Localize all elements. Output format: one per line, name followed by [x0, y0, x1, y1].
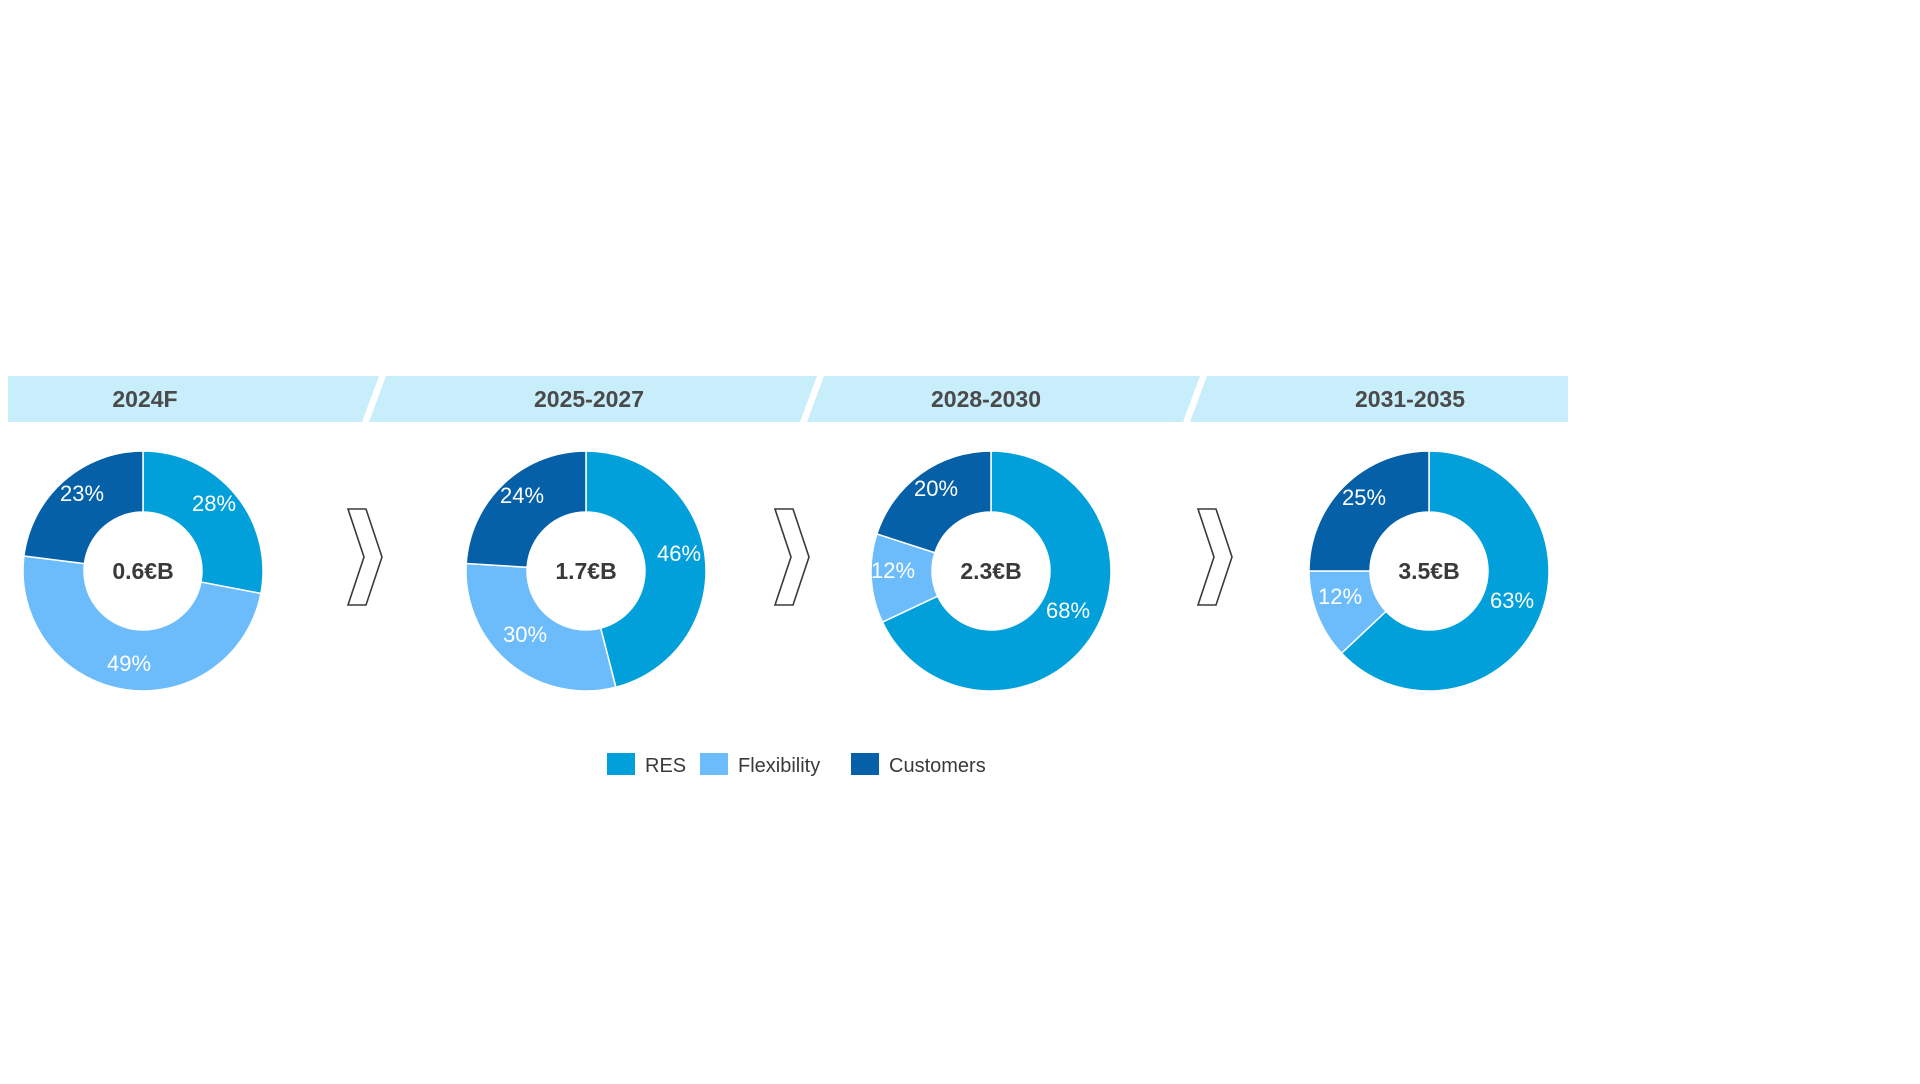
slice-label-flexibility: 12%: [1318, 584, 1362, 609]
legend-item-res: RES: [607, 753, 686, 777]
slice-label-flexibility: 30%: [503, 622, 547, 647]
phase-label: 2028-2030: [931, 386, 1041, 412]
legend: RES Flexibility Customers: [607, 753, 986, 777]
phase-banner-3: 2028-2030: [807, 376, 1200, 422]
chevron-arrow-icon: [773, 508, 810, 606]
slice-res: [142, 450, 264, 595]
phase-banner-shape: [1190, 376, 1568, 422]
legend-label: Flexibility: [738, 755, 820, 777]
legend-swatch: [851, 753, 879, 775]
slice-customers: [23, 450, 144, 565]
slice-flexibility: [465, 562, 617, 692]
phase-banner-shape: [807, 376, 1200, 422]
slice-label-customers: 24%: [500, 483, 544, 508]
slice-flexibility: [22, 555, 262, 692]
slice-label-customers: 20%: [914, 476, 958, 501]
phase-banner-1: 2024F: [8, 376, 379, 422]
slice-label-customers: 23%: [60, 481, 104, 506]
donut-chart-4: 63% 12% 25% 3.5€B: [1308, 450, 1550, 692]
donut-total-label: 0.6€B: [112, 558, 173, 584]
chevron-arrow-icon: [1196, 508, 1233, 606]
slice-res: [1340, 450, 1550, 692]
legend-swatch: [700, 753, 728, 775]
donut-chart-1: 28% 49% 23% 0.6€B: [22, 450, 264, 692]
phase-banner-4: 2031-2035: [1190, 376, 1568, 422]
phase-banners: 2024F 2025-2027 2028-2030 2031-2035: [8, 376, 1568, 422]
slice-label-res: 68%: [1046, 598, 1090, 623]
phase-banner-shape: [8, 376, 379, 422]
slice-label-res: 63%: [1490, 588, 1534, 613]
donut-chart-3: 68% 12% 20% 2.3€B: [870, 450, 1112, 692]
phase-banner-shape: [369, 376, 817, 422]
slice-customers: [465, 450, 587, 569]
donut-total-label: 1.7€B: [555, 558, 616, 584]
donut-total-label: 2.3€B: [960, 558, 1021, 584]
legend-swatch: [607, 753, 635, 775]
slice-res: [881, 450, 1112, 692]
donut-charts: 28% 49% 23% 0.6€B 46% 30% 24% 1.7€B 68% 12% 20% 2.3…: [22, 450, 1550, 692]
slice-label-flexibility: 12%: [871, 558, 915, 583]
phase-label: 2031-2035: [1355, 386, 1465, 412]
slice-label-res: 46%: [657, 541, 701, 566]
donut-chart-2: 46% 30% 24% 1.7€B: [465, 450, 707, 692]
phase-banner-2: 2025-2027: [369, 376, 817, 422]
chevron-arrow-icon: [346, 508, 383, 606]
legend-label: RES: [645, 755, 686, 777]
slice-label-flexibility: 49%: [107, 651, 151, 676]
slice-label-res: 28%: [192, 491, 236, 516]
slice-customers: [875, 450, 992, 554]
phase-label: 2025-2027: [534, 386, 644, 412]
donut-total-label: 3.5€B: [1398, 558, 1459, 584]
legend-item-flexibility: Flexibility: [700, 753, 820, 777]
slice-customers: [1308, 450, 1430, 572]
progression-arrows: [346, 508, 1233, 606]
legend-item-customers: Customers: [851, 753, 986, 777]
legend-label: Customers: [889, 755, 986, 777]
slice-label-customers: 25%: [1342, 485, 1386, 510]
slice-res: [585, 450, 707, 689]
phase-label: 2024F: [112, 386, 177, 412]
